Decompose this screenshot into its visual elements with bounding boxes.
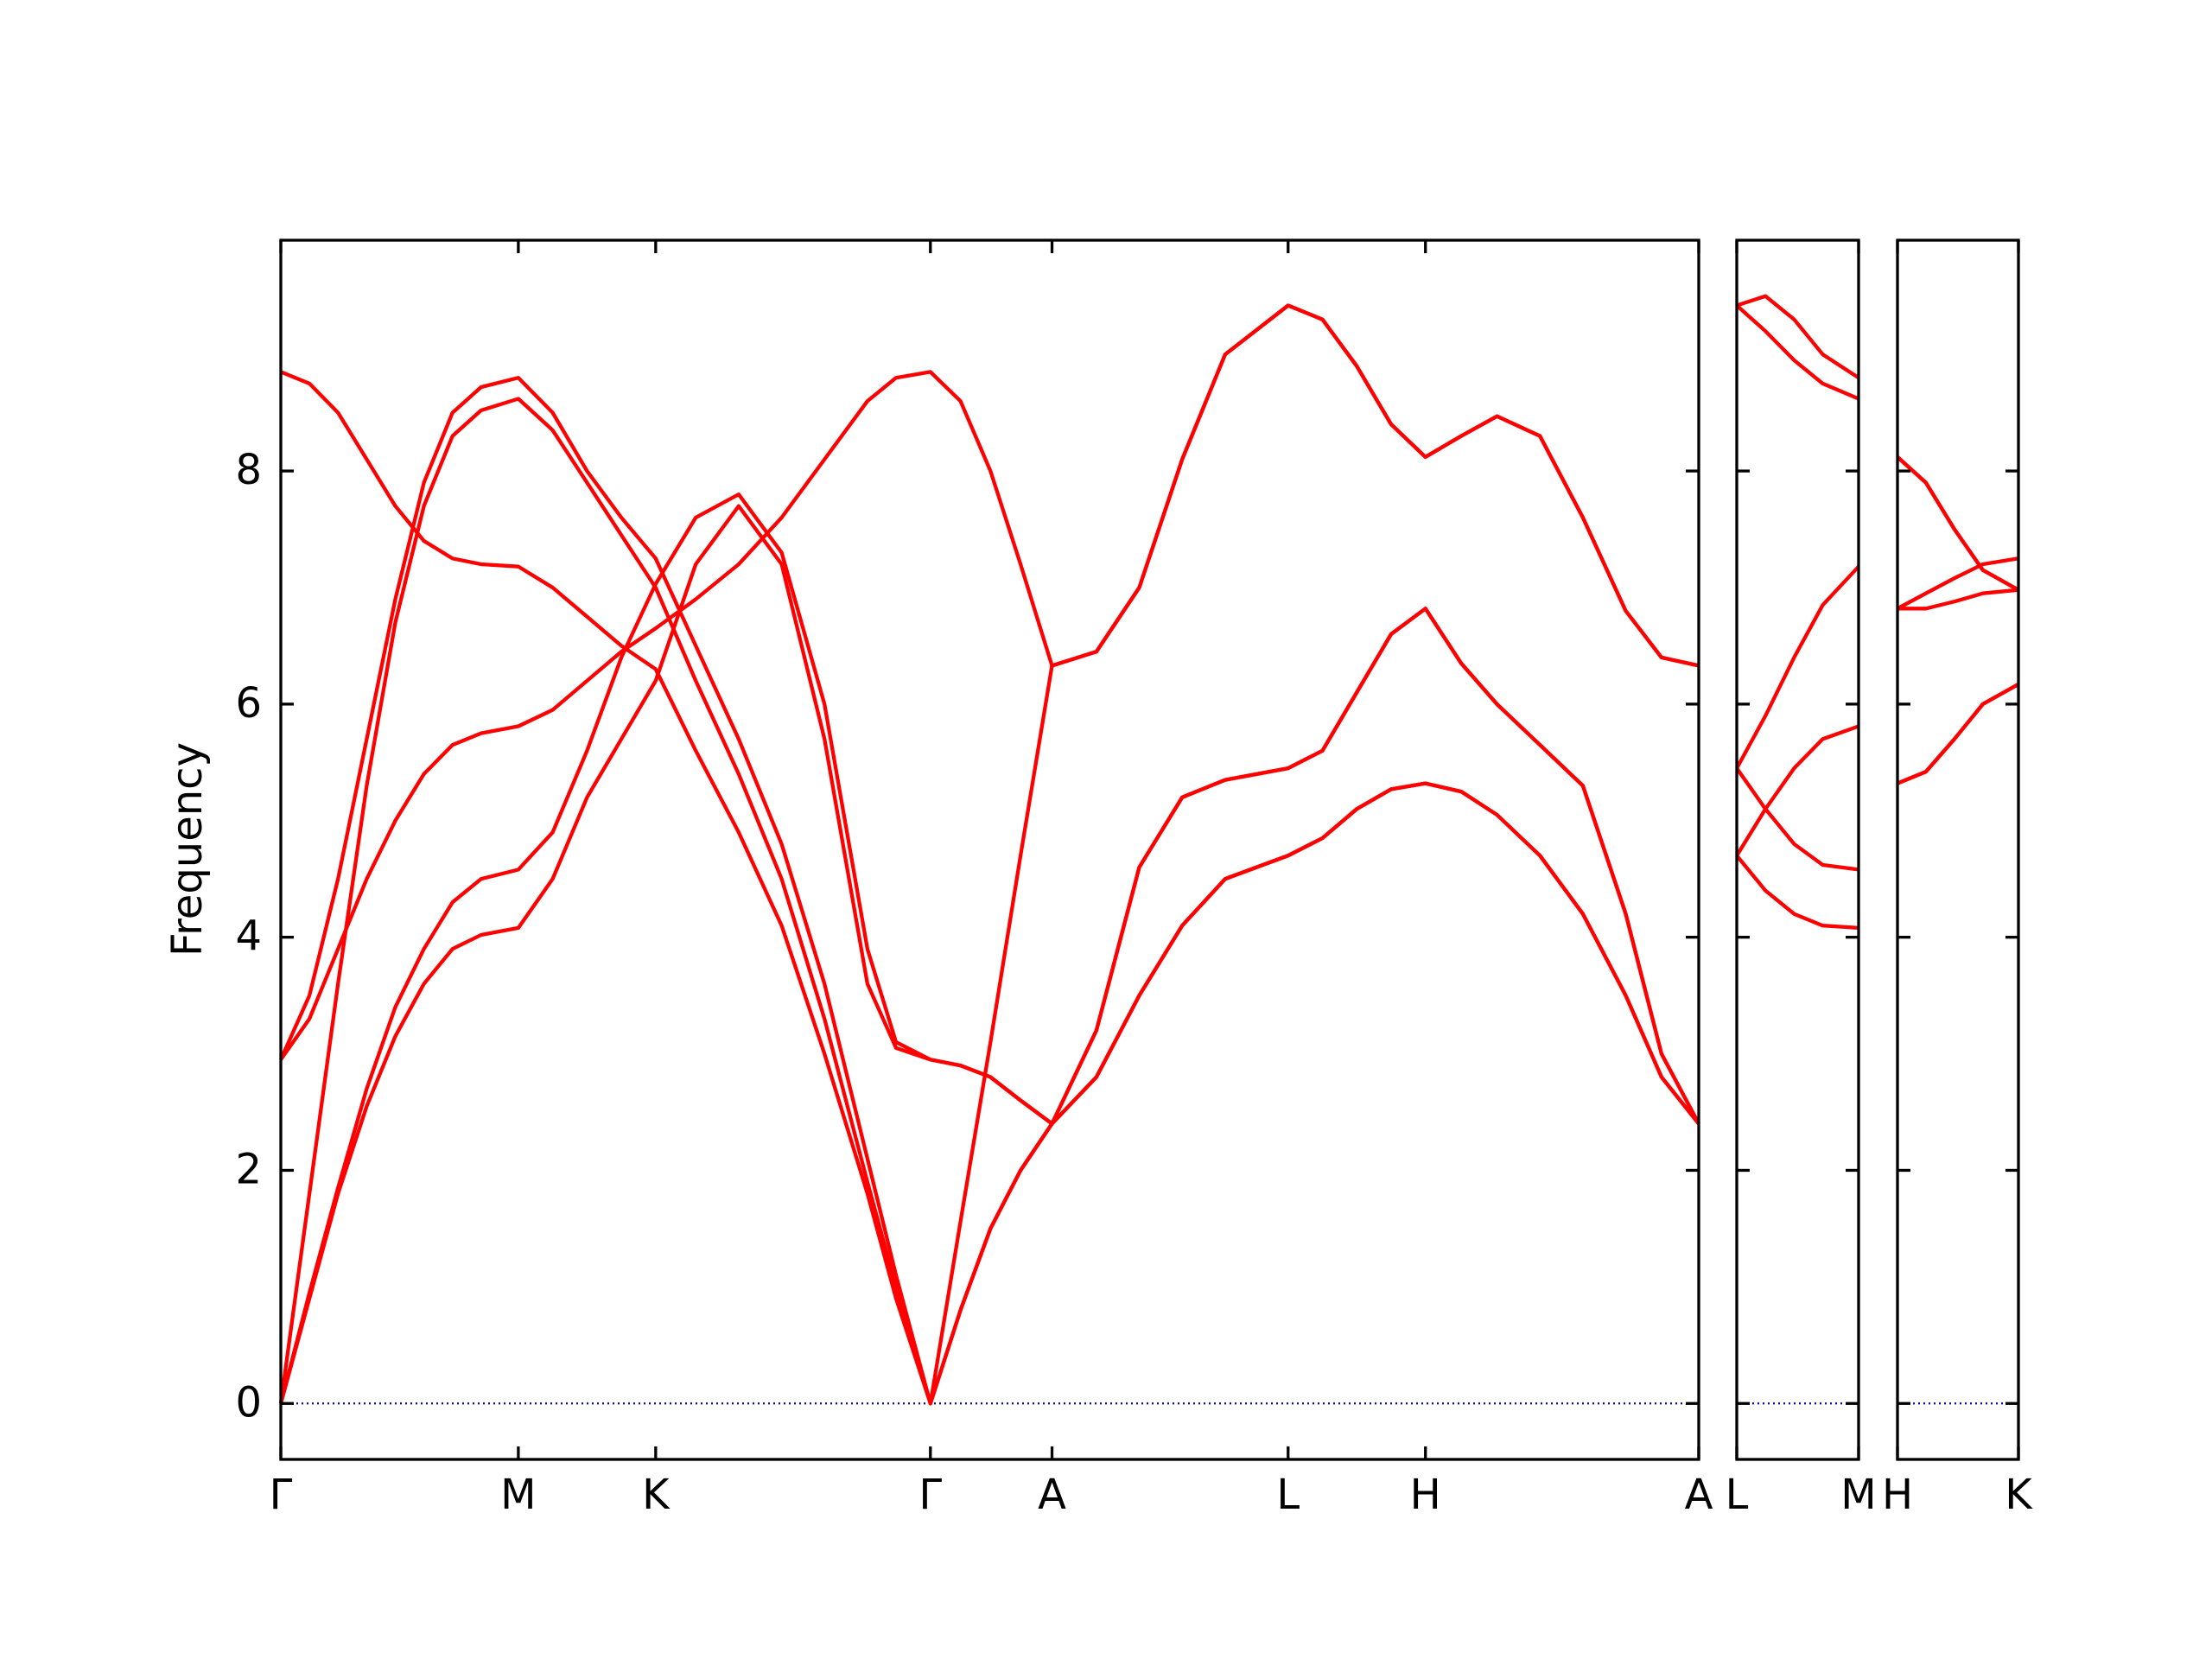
y-tick-label: 2 <box>235 1145 262 1193</box>
x-tick-label: H <box>1882 1471 1913 1519</box>
band-line <box>1896 455 2020 592</box>
y-tick-label: 8 <box>235 446 262 494</box>
plot-frame <box>1896 238 2020 1461</box>
band-line <box>1736 294 1860 380</box>
plot-frame <box>279 238 1700 1461</box>
band-line <box>280 370 1700 1406</box>
band-line <box>1735 766 1859 872</box>
band-line <box>278 397 1700 1406</box>
x-tick-label: M <box>1840 1471 1876 1519</box>
band-line <box>278 504 1700 1404</box>
band-line <box>1735 303 1859 401</box>
x-tick-label: A <box>1685 1471 1713 1519</box>
y-tick-label: 6 <box>235 679 262 728</box>
y-axis-label: Frequency <box>163 742 212 957</box>
band-line <box>1735 565 1860 770</box>
x-tick-label: M <box>500 1471 536 1519</box>
band-line <box>1896 556 2019 611</box>
band-line <box>1735 724 1859 857</box>
band-line <box>1897 588 2019 611</box>
y-tick-label: 0 <box>235 1378 262 1427</box>
x-tick-label: H <box>1410 1471 1441 1519</box>
plot-frame <box>1735 238 1860 1461</box>
x-tick-label: L <box>1726 1471 1749 1519</box>
x-tick-label: L <box>1276 1471 1300 1519</box>
band-line <box>278 492 1700 1404</box>
band-line <box>1896 455 2020 592</box>
band-line <box>1735 854 1859 931</box>
band-line <box>1897 683 2020 785</box>
x-tick-label: A <box>1038 1471 1066 1519</box>
y-tick-label: 4 <box>235 912 262 961</box>
x-tick-label: K <box>2005 1471 2033 1519</box>
x-tick-label: K <box>642 1471 671 1519</box>
band-line <box>279 303 1700 1061</box>
x-tick-label: Γ <box>918 1471 942 1519</box>
x-tick-label: Γ <box>270 1471 293 1519</box>
